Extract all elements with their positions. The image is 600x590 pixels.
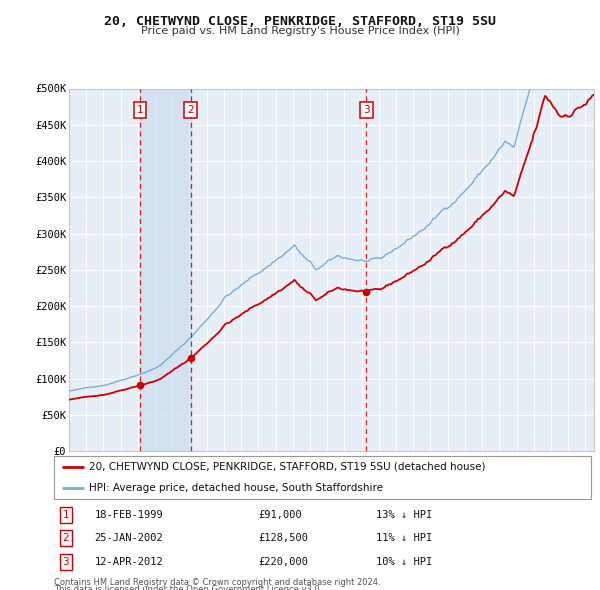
Text: 10% ↓ HPI: 10% ↓ HPI — [376, 557, 433, 567]
HPI: Average price, detached house, South Staffordshire: (2e+03, 1.97e+05): Average price, detached house, South Sta… — [213, 305, 220, 312]
Text: 2: 2 — [62, 533, 69, 543]
20, CHETWYND CLOSE, PENKRIDGE, STAFFORD, ST19 5SU (detached house) — [592, 90, 599, 97]
HPI: Average price, detached house, South Staffordshire: (2e+03, 9.2e+04): Average price, detached house, South Sta… — [104, 381, 112, 388]
HPI: Average price, detached house, South Staffordshire: (2.02e+03, 3.03e+05): Average price, detached house, South Sta… — [417, 228, 424, 235]
Text: 1: 1 — [137, 105, 143, 115]
Text: 3: 3 — [363, 105, 370, 115]
Text: Contains HM Land Registry data © Crown copyright and database right 2024.: Contains HM Land Registry data © Crown c… — [54, 578, 380, 587]
20, CHETWYND CLOSE, PENKRIDGE, STAFFORD, ST19 5SU (detached house) — [417, 263, 424, 270]
Text: 11% ↓ HPI: 11% ↓ HPI — [376, 533, 433, 543]
HPI: Average price, detached house, South Staffordshire: (2e+03, 8.93e+04): Average price, detached house, South Sta… — [94, 383, 101, 390]
20, CHETWYND CLOSE, PENKRIDGE, STAFFORD, ST19 5SU (detached house) — [104, 391, 112, 398]
HPI: Average price, detached house, South Staffordshire: (2.03e+03, 5.87e+05): Average price, detached house, South Sta… — [592, 22, 599, 29]
Text: 12-APR-2012: 12-APR-2012 — [94, 557, 163, 567]
HPI: Average price, detached house, South Staffordshire: (2e+03, 1.08e+05): Average price, detached house, South Sta… — [142, 369, 149, 376]
Text: £128,500: £128,500 — [258, 533, 308, 543]
Text: 3: 3 — [62, 557, 69, 567]
Line: 20, CHETWYND CLOSE, PENKRIDGE, STAFFORD, ST19 5SU (detached house): 20, CHETWYND CLOSE, PENKRIDGE, STAFFORD,… — [69, 93, 595, 399]
20, CHETWYND CLOSE, PENKRIDGE, STAFFORD, ST19 5SU (detached house) — [142, 381, 149, 388]
FancyBboxPatch shape — [54, 456, 591, 499]
Text: 18-FEB-1999: 18-FEB-1999 — [94, 510, 163, 520]
20, CHETWYND CLOSE, PENKRIDGE, STAFFORD, ST19 5SU (detached house) — [94, 392, 101, 399]
Text: 20, CHETWYND CLOSE, PENKRIDGE, STAFFORD, ST19 5SU (detached house): 20, CHETWYND CLOSE, PENKRIDGE, STAFFORD,… — [89, 462, 485, 471]
Text: £91,000: £91,000 — [258, 510, 302, 520]
Text: 20, CHETWYND CLOSE, PENKRIDGE, STAFFORD, ST19 5SU: 20, CHETWYND CLOSE, PENKRIDGE, STAFFORD,… — [104, 15, 496, 28]
Text: HPI: Average price, detached house, South Staffordshire: HPI: Average price, detached house, Sout… — [89, 483, 383, 493]
Bar — [140, 88, 191, 451]
Text: This data is licensed under the Open Government Licence v3.0.: This data is licensed under the Open Gov… — [54, 585, 322, 590]
20, CHETWYND CLOSE, PENKRIDGE, STAFFORD, ST19 5SU (detached house) — [493, 198, 500, 205]
HPI: Average price, detached house, South Staffordshire: (2.02e+03, 4.11e+05): Average price, detached house, South Sta… — [493, 150, 500, 157]
20, CHETWYND CLOSE, PENKRIDGE, STAFFORD, ST19 5SU (detached house) — [213, 331, 220, 338]
Line: HPI: Average price, detached house, South Staffordshire: HPI: Average price, detached house, Sout… — [69, 25, 595, 391]
Text: Price paid vs. HM Land Registry's House Price Index (HPI): Price paid vs. HM Land Registry's House … — [140, 26, 460, 36]
Text: 1: 1 — [62, 510, 69, 520]
Text: 13% ↓ HPI: 13% ↓ HPI — [376, 510, 433, 520]
Text: 2: 2 — [187, 105, 194, 115]
Text: £220,000: £220,000 — [258, 557, 308, 567]
HPI: Average price, detached house, South Staffordshire: (2e+03, 8.3e+04): Average price, detached house, South Sta… — [65, 388, 73, 395]
Text: 25-JAN-2002: 25-JAN-2002 — [94, 533, 163, 543]
20, CHETWYND CLOSE, PENKRIDGE, STAFFORD, ST19 5SU (detached house) — [65, 396, 73, 403]
